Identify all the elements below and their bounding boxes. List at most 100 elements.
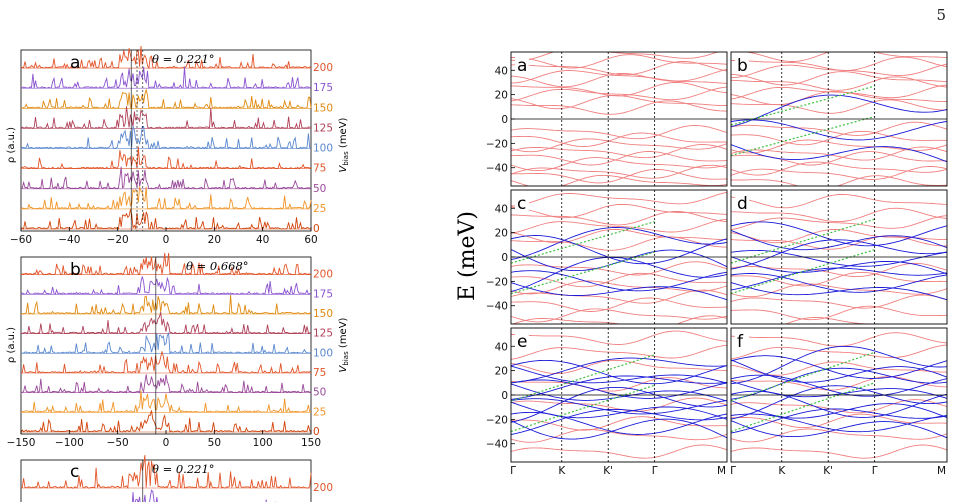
- band-c-ytick-label-0: 40: [495, 203, 508, 215]
- dosB-xtick-label-6: 150: [301, 437, 321, 449]
- dosA-xtick-label-5: 40: [256, 234, 269, 246]
- dosB-xtick-label-2: −50: [107, 437, 129, 449]
- band-d-letter: d: [737, 194, 748, 214]
- band-b-green-0: [731, 115, 875, 157]
- dosB-xtick-label-3: 0: [163, 437, 170, 449]
- dos-panel-b-theta: θ = 0.668°: [186, 259, 249, 273]
- band-e-ytick-label-0: 40: [495, 341, 508, 353]
- band-d-blue-5: [731, 239, 947, 270]
- dosB-trace-0: [20, 252, 312, 276]
- band-c-red-0: [511, 261, 727, 276]
- dos-panel-a: a θ = 0.221° −60 −40 −20 0 20 40 60 200 175 150 1…: [10, 45, 333, 246]
- band-c-red-1: [511, 236, 727, 251]
- band-e-blue-9: [511, 365, 727, 384]
- dos-panel-b-letter: b: [70, 260, 81, 280]
- band-a-red-0: [511, 125, 727, 140]
- band-d-red-6: [731, 294, 947, 309]
- band-e-blue-11: [511, 357, 727, 384]
- band-f-xtick-label-2: K': [823, 465, 833, 477]
- band-a-red-1: [511, 100, 727, 115]
- dosC-bias-label-0: 200: [313, 482, 333, 494]
- band-panel-b: b: [730, 51, 948, 187]
- band-f-xtick-label-1: K: [778, 465, 786, 477]
- dosA-bias-label-2: 150: [313, 102, 333, 114]
- band-b-red-9: [731, 71, 947, 86]
- band-e-xtick-label-2: K': [603, 465, 613, 477]
- dos-panel-b-traces: [20, 252, 312, 434]
- band-structure-grid: a 40 20 0 −20 −40 b c 40 20 0 −20 −40 d e 40 20 0 −20 −40 Γ K…: [486, 51, 948, 477]
- band-a-red-9: [511, 72, 727, 88]
- band-b-red-6: [731, 146, 947, 161]
- dosA-bias-label-8: 0: [313, 223, 320, 235]
- band-f-green-0: [731, 382, 875, 433]
- dosA-bias-label-4: 100: [313, 143, 333, 155]
- band-e-ytick-label-2: 0: [501, 390, 508, 402]
- band-c-letter-bg: [515, 195, 529, 211]
- dosA-xtick-label-6: 60: [304, 234, 317, 246]
- band-a-red-7: [511, 82, 727, 97]
- band-panel-d-curves: [731, 193, 947, 324]
- dosB-bias-label-2: 150: [313, 308, 333, 320]
- band-b-red-7: [731, 76, 947, 91]
- band-e-letter: e: [517, 332, 527, 352]
- dos-panel-a-xticks: −60 −40 −20 0 20 40 60: [10, 227, 318, 246]
- dosB-bias-label-1: 175: [313, 288, 333, 300]
- dosA-bias-label-1: 175: [313, 82, 333, 94]
- band-d-green-1: [731, 218, 875, 264]
- band-e-blue-3: [511, 401, 727, 420]
- dosB-trace-6: [20, 374, 312, 394]
- band-c-letter: c: [517, 194, 526, 214]
- band-b-red-8: [731, 151, 947, 166]
- band-d-blue-3: [731, 256, 947, 275]
- band-panel-e: e 40 20 0 −20 −40 Γ K K' Γ M: [486, 327, 728, 477]
- band-a-red-8: [511, 151, 727, 166]
- band-f-blue-3: [731, 399, 947, 419]
- band-b-letter: b: [737, 56, 748, 76]
- band-d-red-7: [731, 207, 947, 223]
- band-e-ytick-label-4: −40: [486, 439, 508, 451]
- band-d-red-1: [731, 235, 947, 250]
- dosA-xtick-label-4: 20: [208, 234, 221, 246]
- band-a-red-14: [511, 169, 727, 184]
- dos-ylabel-a: ρ (a.u.): [6, 127, 17, 163]
- dosA-trace-8: [20, 208, 312, 230]
- band-b-red-5: [731, 84, 947, 100]
- dosB-xtick-label-1: −100: [55, 437, 84, 449]
- band-f-red-4: [731, 428, 947, 443]
- dosA-trace-5: [20, 146, 312, 170]
- dosA-trace-4: [20, 125, 312, 150]
- band-e-green-1: [511, 354, 655, 402]
- band-f-blue-1: [731, 413, 947, 433]
- band-b-red-1: [731, 99, 947, 114]
- band-e-blue-5: [511, 386, 727, 423]
- band-d-red-4: [731, 283, 947, 298]
- band-f-blue-9: [731, 359, 947, 383]
- band-c-red-7: [511, 210, 727, 226]
- dosB-trace-5: [20, 351, 312, 374]
- band-panel-e-curves: [511, 330, 727, 459]
- band-f-blue-5: [731, 385, 947, 420]
- band-e-blue-4: [511, 398, 727, 415]
- band-c-red-5: [511, 218, 727, 234]
- band-panel-b-curves: [731, 52, 947, 186]
- dosB-bias-label-6: 50: [313, 387, 326, 399]
- band-e-xtick-label-3: Γ: [652, 465, 658, 477]
- band-e-blue-2: [511, 408, 727, 435]
- dos-panel-a-theta: θ = 0.221°: [152, 52, 215, 66]
- dosB-xtick-label-0: −150: [7, 437, 36, 449]
- band-d-red-2: [731, 271, 947, 287]
- band-f-red-0: [731, 399, 947, 414]
- band-e-red-3: [511, 359, 727, 375]
- band-a-ytick-label-1: 20: [495, 90, 508, 102]
- band-c-green-1: [511, 221, 655, 264]
- band-f-blue-0: [731, 420, 947, 439]
- band-c-blue-2: [511, 256, 727, 293]
- band-a-red-10: [511, 157, 727, 172]
- band-c-blue-0: [511, 282, 727, 301]
- band-c-ytick-label-3: −20: [486, 276, 508, 288]
- band-d-red-8: [731, 305, 947, 321]
- band-b-red-13: [731, 56, 947, 71]
- band-d-red-9: [731, 193, 947, 209]
- dos-panel-b-bias-labels: 200 175 150 125 100 75 50 25 0: [313, 269, 333, 438]
